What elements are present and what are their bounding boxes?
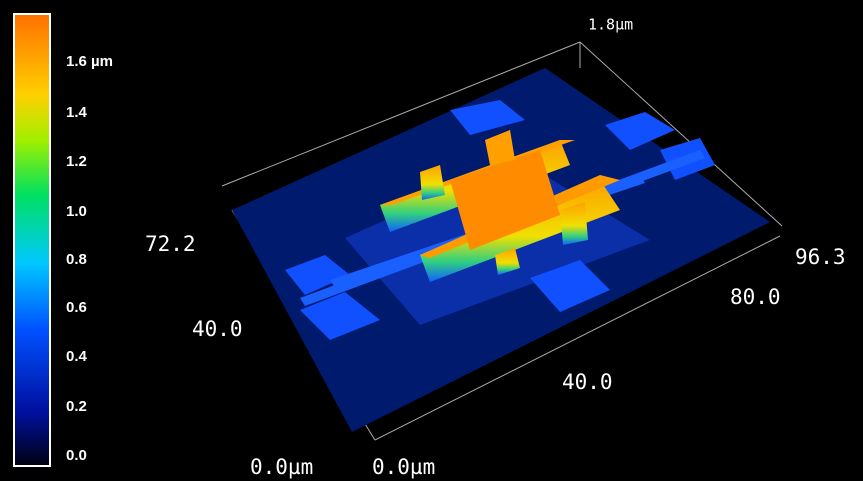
z-axis-max-label: 1.8µm [588,16,633,34]
y-axis-label: 0.0µm [250,455,313,479]
colorbar-label: 1.0 [66,203,87,220]
surface [232,68,770,432]
x-axis-label: 0.0µm [372,455,435,479]
colorbar-label: 0.6 [66,299,87,316]
colorbar-label: 0.2 [66,398,87,415]
x-axis-label: 80.0 [730,285,781,309]
colorbar-label: 1.6 µm [66,53,113,70]
y-axis-label: 72.2 [145,232,196,256]
colorbar-label: 1.4 [66,104,88,121]
colorbar-label: 0.4 [66,348,88,365]
y-axis-label: 40.0 [192,317,243,341]
color-bar [13,13,51,467]
x-axis-label: 96.3 [795,245,846,269]
x-axis-label: 40.0 [562,370,613,394]
colorbar-label: 0.0 [66,447,87,464]
colorbar-label: 1.2 [66,153,87,170]
colorbar-label: 0.8 [66,251,87,268]
